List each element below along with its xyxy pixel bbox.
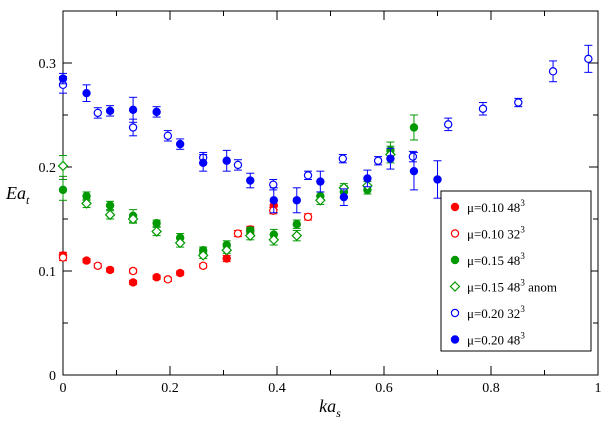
y-tick-labels: 0 0.1 0.2 0.3 [39, 57, 57, 384]
legend: μ=0.10 483 μ=0.10 323 μ=0.15 483 μ=0.15 483… [440, 190, 592, 352]
data-point [198, 261, 208, 270]
data-point [386, 154, 395, 163]
legend-marker [450, 202, 460, 212]
legend-label: μ=0.20 323 [467, 304, 525, 321]
data-point [339, 192, 349, 202]
data-point [363, 174, 372, 183]
data-point [303, 171, 313, 180]
data-point [244, 230, 256, 241]
data-point [269, 180, 278, 189]
series-4 [58, 44, 593, 191]
data-point [222, 254, 231, 263]
data-point [584, 54, 593, 64]
data-point [174, 237, 186, 249]
legend-marker [449, 281, 461, 292]
data-point [128, 266, 138, 276]
x-tick-label: 1 [595, 381, 601, 396]
data-point [152, 218, 161, 228]
data-point [93, 261, 102, 270]
data-point [303, 212, 313, 222]
data-point [292, 196, 301, 205]
data-point [81, 198, 92, 209]
axis-ticks [62, 11, 599, 376]
data-point [373, 156, 383, 165]
data-point [128, 123, 138, 132]
data-point [82, 88, 91, 98]
data-point [128, 105, 138, 115]
data-layer [57, 44, 593, 287]
data-point [246, 176, 255, 185]
data-point [478, 104, 488, 113]
data-point [408, 152, 418, 161]
x-tick-labels: 0 0.2 0.4 0.6 0.8 1 [60, 381, 601, 396]
data-point [269, 196, 278, 205]
legend-label: μ=0.10 323 [467, 225, 525, 242]
legend-label: μ=0.10 483 [467, 198, 525, 215]
data-point [291, 230, 303, 241]
data-point [105, 265, 115, 275]
data-point [82, 256, 91, 265]
data-point [57, 160, 69, 172]
legend-marker [450, 255, 460, 265]
data-point [105, 201, 115, 210]
y-tick-label: 0.2 [39, 161, 57, 176]
data-point [548, 67, 558, 76]
x-axis-label: kas [319, 396, 341, 420]
data-point [151, 226, 162, 237]
x-tick-label: 0.8 [482, 381, 500, 396]
legend-marker [450, 229, 460, 238]
data-point [514, 98, 523, 107]
data-point [222, 156, 231, 165]
data-point [93, 108, 102, 118]
data-point [104, 209, 116, 221]
data-point [58, 74, 68, 83]
y-tick-label: 0.3 [39, 57, 57, 72]
y-tick-label: 0.1 [39, 265, 57, 280]
x-tick-label: 0 [60, 381, 67, 396]
legend-label: μ=0.15 483 [467, 251, 525, 268]
legend-label: μ=0.15 483 anom [467, 278, 557, 295]
data-point [233, 229, 243, 238]
data-point [233, 160, 243, 170]
series-0 [58, 200, 278, 287]
data-point [338, 154, 348, 163]
data-point [409, 166, 419, 176]
data-point [292, 219, 301, 229]
data-point [444, 120, 453, 129]
data-point [314, 194, 326, 206]
data-point [198, 158, 208, 168]
data-point [58, 185, 68, 195]
data-point [152, 107, 161, 117]
x-tick-label: 0.6 [375, 381, 393, 396]
y-tick-label: 0 [49, 369, 56, 384]
data-point [105, 106, 115, 116]
series-5 [58, 72, 442, 214]
x-tick-label: 0.4 [268, 381, 286, 396]
legend-box [440, 190, 592, 352]
data-point [409, 123, 419, 132]
data-point [316, 177, 325, 186]
data-point [152, 273, 161, 282]
data-point [175, 139, 185, 149]
data-point [128, 278, 138, 287]
data-point [163, 275, 173, 284]
legend-marker [450, 335, 460, 344]
y-axis-label: Eat [5, 183, 30, 207]
data-point [175, 268, 185, 278]
data-point [197, 250, 209, 261]
data-point [127, 213, 139, 225]
x-tick-label: 0.2 [161, 381, 179, 396]
legend-marker [450, 308, 460, 318]
data-point [163, 131, 173, 140]
data-point [58, 253, 68, 262]
data-point [221, 244, 233, 256]
legend-label: μ=0.20 483 [467, 331, 525, 348]
data-point [433, 175, 442, 184]
data-point [268, 234, 280, 246]
